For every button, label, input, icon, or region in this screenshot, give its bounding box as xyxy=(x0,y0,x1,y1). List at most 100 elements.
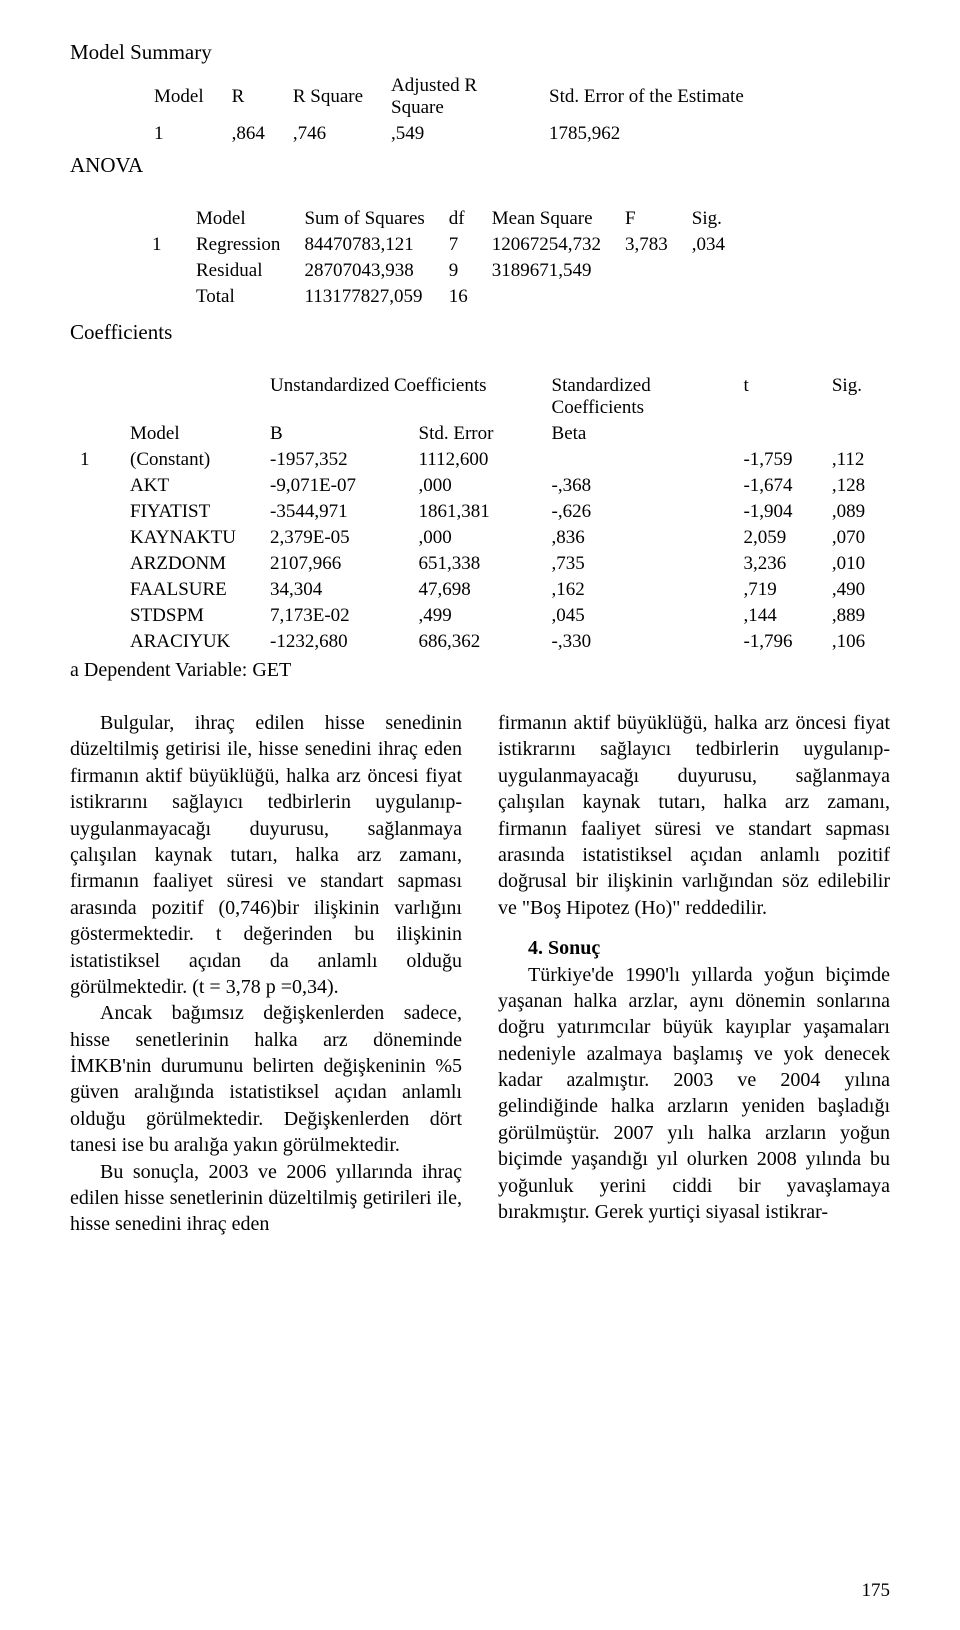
coefficients-table: Unstandardized Coefficients Standardized… xyxy=(70,373,890,655)
coeff-r2-sig: ,089 xyxy=(822,499,890,525)
coeff-r6-label: STDSPM xyxy=(120,603,260,629)
body-columns: Bulgular, ihraç edilen hisse senedinin d… xyxy=(70,710,890,1238)
left-p3: Bu sonuçla, 2003 ve 2006 yıllarında ihra… xyxy=(70,1159,462,1238)
coeff-r0-model: 1 xyxy=(70,447,120,473)
anova-r0-sig: ,034 xyxy=(680,232,737,258)
coeff-r2-label: FIYATIST xyxy=(120,499,260,525)
coeff-r7-beta: -,330 xyxy=(542,629,734,655)
coeff-r2-b: -3544,971 xyxy=(260,499,409,525)
anova-r0-ss: 84470783,121 xyxy=(292,232,436,258)
coeff-r0-b: -1957,352 xyxy=(260,447,409,473)
ms-r: ,864 xyxy=(218,121,279,147)
coeff-r4-label: ARZDONM xyxy=(120,551,260,577)
coeff-r7-sig: ,106 xyxy=(822,629,890,655)
coeff-r3-b: 2,379E-05 xyxy=(260,525,409,551)
coeff-r4-b: 2107,966 xyxy=(260,551,409,577)
coeff-r1-sig: ,128 xyxy=(822,473,890,499)
right-p1: firmanın aktif büyüklüğü, halka arz önce… xyxy=(498,710,890,921)
anova-r1-ms: 3189671,549 xyxy=(480,258,613,284)
anova-r1-label: Residual xyxy=(184,258,292,284)
coeff-r5-beta: ,162 xyxy=(542,577,734,603)
anova-r1-df: 9 xyxy=(437,258,480,284)
anova-r1-ss: 28707043,938 xyxy=(292,258,436,284)
coeff-hdr-unstd: Unstandardized Coefficients xyxy=(260,373,542,421)
coeff-r4-sig: ,010 xyxy=(822,551,890,577)
coeff-r5-stderr: 47,698 xyxy=(409,577,542,603)
coeff-hdr-t: t xyxy=(733,373,821,421)
anova-hdr-ss: Sum of Squares xyxy=(292,206,436,232)
coeff-r0-stderr: 1112,600 xyxy=(409,447,542,473)
ms-hdr-rsq: R Square xyxy=(279,73,377,121)
ms-model: 1 xyxy=(140,121,218,147)
coeff-r6-stderr: ,499 xyxy=(409,603,542,629)
coeff-r1-t: -1,674 xyxy=(733,473,821,499)
coeff-r6-t: ,144 xyxy=(733,603,821,629)
coeff-hdr-stderr: Std. Error xyxy=(409,421,542,447)
coeff-r4-t: 3,236 xyxy=(733,551,821,577)
ms-rsq: ,746 xyxy=(279,121,377,147)
right-h4: 4. Sonuç xyxy=(528,937,600,959)
anova-r0-model: 1 xyxy=(140,232,184,258)
left-p1: Bulgular, ihraç edilen hisse senedinin d… xyxy=(70,710,462,1000)
coeff-r5-label: FAALSURE xyxy=(120,577,260,603)
anova-r2-ss: 113177827,059 xyxy=(292,284,436,310)
model-summary-table: Model R R Square Adjusted R Square Std. … xyxy=(140,73,758,147)
coeff-r1-label: AKT xyxy=(120,473,260,499)
coeff-hdr-model: Model xyxy=(120,421,260,447)
anova-table: Model Sum of Squares df Mean Square F Si… xyxy=(140,206,737,310)
coeff-r4-stderr: 651,338 xyxy=(409,551,542,577)
anova-r2-label: Total xyxy=(184,284,292,310)
anova-r0-f: 3,783 xyxy=(613,232,680,258)
coeff-r1-beta: -,368 xyxy=(542,473,734,499)
anova-r2-df: 16 xyxy=(437,284,480,310)
coeff-r0-beta xyxy=(542,447,734,473)
anova-r0-df: 7 xyxy=(437,232,480,258)
coeff-r3-beta: ,836 xyxy=(542,525,734,551)
anova-block: Model Sum of Squares df Mean Square F Si… xyxy=(70,206,890,310)
anova-hdr-df: df xyxy=(437,206,480,232)
left-column: Bulgular, ihraç edilen hisse senedinin d… xyxy=(70,710,462,1238)
left-p2: Ancak bağımsız değişkenlerden sadece, hi… xyxy=(70,1000,462,1158)
page-number: 175 xyxy=(862,1580,891,1602)
coeff-r3-t: 2,059 xyxy=(733,525,821,551)
coeff-hdr-sig: Sig. xyxy=(822,373,890,421)
ms-hdr-stderr: Std. Error of the Estimate xyxy=(535,73,758,121)
coeff-hdr-std: Standardized Coefficients xyxy=(542,373,734,421)
coefficients-footnote: a Dependent Variable: GET xyxy=(70,659,890,682)
anova-hdr-model: Model xyxy=(184,206,292,232)
coeff-r7-b: -1232,680 xyxy=(260,629,409,655)
coeff-hdr-b: B xyxy=(260,421,409,447)
right-p2: Türkiye'de 1990'lı yıllarda yoğun biçimd… xyxy=(498,962,890,1226)
anova-hdr-ms: Mean Square xyxy=(480,206,613,232)
coeff-r2-t: -1,904 xyxy=(733,499,821,525)
coeff-r0-label: (Constant) xyxy=(120,447,260,473)
coeff-r1-stderr: ,000 xyxy=(409,473,542,499)
ms-hdr-model: Model xyxy=(140,73,218,121)
ms-hdr-r: R xyxy=(218,73,279,121)
coeff-r3-sig: ,070 xyxy=(822,525,890,551)
ms-hdr-adjrsq: Adjusted R Square xyxy=(377,73,535,121)
anova-r0-label: Regression xyxy=(184,232,292,258)
model-summary-block: Model R R Square Adjusted R Square Std. … xyxy=(70,73,890,147)
anova-r0-ms: 12067254,732 xyxy=(480,232,613,258)
right-column: firmanın aktif büyüklüğü, halka arz önce… xyxy=(498,710,890,1238)
coefficients-title: Coefficients xyxy=(70,320,890,345)
model-summary-title: Model Summary xyxy=(70,40,890,65)
anova-hdr-f: F xyxy=(613,206,680,232)
coeff-r6-b: 7,173E-02 xyxy=(260,603,409,629)
coeff-r2-stderr: 1861,381 xyxy=(409,499,542,525)
coeff-r7-t: -1,796 xyxy=(733,629,821,655)
coeff-r7-stderr: 686,362 xyxy=(409,629,542,655)
ms-stderr: 1785,962 xyxy=(535,121,758,147)
anova-r1-model xyxy=(140,258,184,284)
coeff-r6-beta: ,045 xyxy=(542,603,734,629)
coeff-r0-t: -1,759 xyxy=(733,447,821,473)
coeff-r1-b: -9,071E-07 xyxy=(260,473,409,499)
coeff-r6-sig: ,889 xyxy=(822,603,890,629)
coeff-r5-b: 34,304 xyxy=(260,577,409,603)
coeff-r3-label: KAYNAKTU xyxy=(120,525,260,551)
coeff-r2-beta: -,626 xyxy=(542,499,734,525)
anova-title: ANOVA xyxy=(70,153,890,178)
coeff-r7-label: ARACIYUK xyxy=(120,629,260,655)
coeff-r0-sig: ,112 xyxy=(822,447,890,473)
